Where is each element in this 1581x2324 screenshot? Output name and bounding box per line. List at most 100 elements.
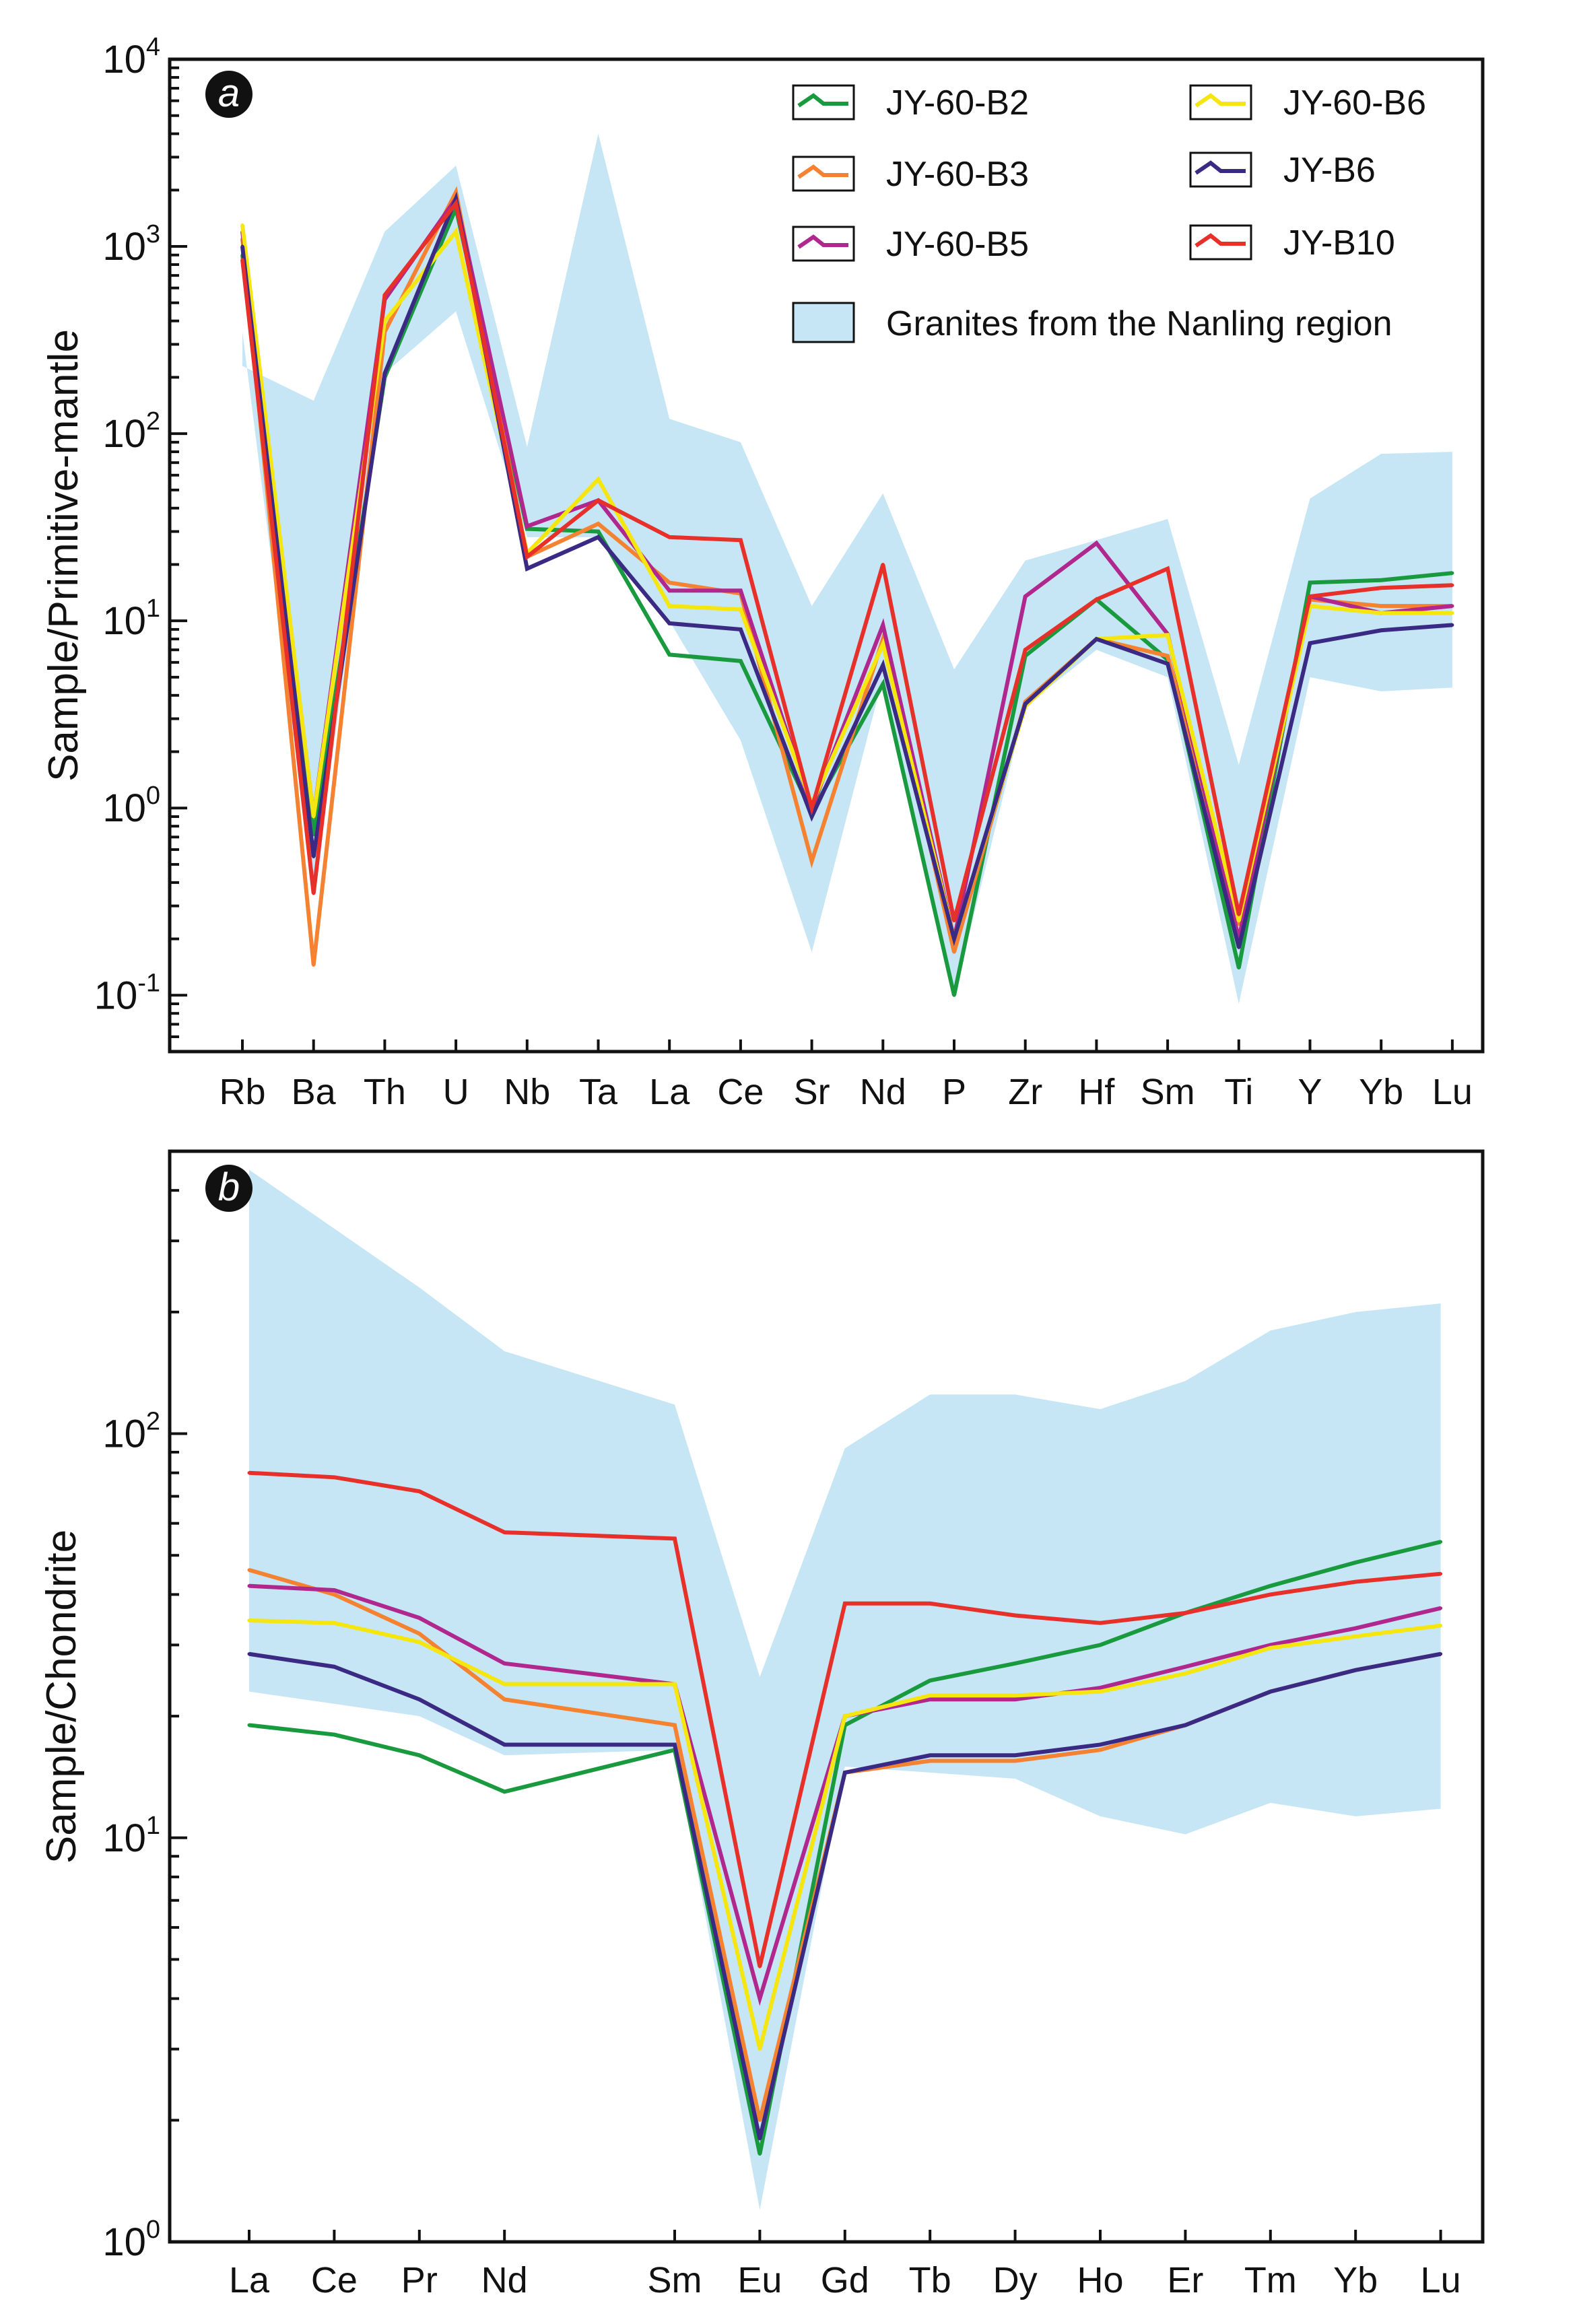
point-jy-60-b6-eu: [758, 2047, 762, 2051]
point-jy-b10-pr: [417, 1489, 422, 1493]
point-jy-60-b2-yb: [1379, 578, 1383, 582]
legend-swatch-line: [1195, 160, 1246, 175]
x-category-nd: Nd: [860, 1072, 906, 1112]
shaded-range-area: [249, 1169, 1441, 2210]
x-category-sr: Sr: [794, 1072, 830, 1112]
point-jy-60-b6-nd: [881, 642, 885, 646]
y-tick-exponent: 1: [146, 1812, 160, 1840]
point-jy-b6-yb: [1379, 628, 1383, 632]
y-tick-label: 101: [102, 594, 160, 643]
y-tick-exponent: 2: [146, 1408, 160, 1436]
x-category-u: U: [443, 1072, 469, 1112]
point-jy-60-b5-hf: [1094, 541, 1098, 545]
point-jy-b10-tb: [928, 1602, 932, 1606]
point-jy-b10-eu: [758, 1964, 762, 1969]
point-jy-b6-dy: [1013, 1753, 1017, 1757]
point-jy-60-b6-ho: [1098, 1690, 1102, 1694]
point-jy-b10-tm: [1269, 1592, 1273, 1596]
point-jy-60-b6-lu: [1450, 611, 1454, 615]
point-jy-60-b6-tm: [1269, 1646, 1273, 1650]
point-jy-60-b5-yb: [1353, 1627, 1357, 1631]
point-jy-b6-er: [1183, 1723, 1187, 1727]
point-jy-60-b5-ho: [1098, 1686, 1102, 1690]
point-jy-60-b6-la: [247, 1618, 251, 1622]
point-jy-b10-gd: [843, 1602, 847, 1606]
point-jy-60-b6-u: [454, 230, 458, 234]
x-category-yb: Yb: [1359, 1072, 1403, 1112]
x-category-hf: Hf: [1078, 1072, 1115, 1112]
point-jy-b10-sm: [1166, 567, 1170, 571]
legend-item-jy-60-b3: JY-60-B3: [792, 155, 1029, 194]
point-jy-b6-nd: [881, 663, 885, 667]
y-tick-label: 103: [102, 220, 160, 269]
point-jy-b6-p: [952, 937, 956, 941]
legend-swatch-line: [1195, 93, 1246, 108]
series-line-jy-60-b6: [248, 1618, 1441, 2050]
x-category-ti: Ti: [1224, 1072, 1253, 1112]
point-jy-60-b3-eu: [758, 2118, 762, 2122]
legend-swatch-line: [797, 234, 848, 249]
point-jy-b10-ce: [739, 538, 743, 542]
point-jy-b10-er: [1183, 1611, 1187, 1615]
panel-letter: b: [218, 1165, 240, 1209]
point-jy-60-b2-lu: [1439, 1540, 1443, 1544]
point-jy-60-b2-la: [667, 652, 671, 656]
x-category-ce: Ce: [311, 2260, 358, 2300]
point-jy-60-b2-nd: [881, 682, 885, 686]
series-line-jy-b6: [248, 1651, 1442, 2140]
point-jy-60-b2-ta: [597, 530, 600, 534]
point-jy-60-b6-yb: [1379, 611, 1383, 615]
point-jy-b10-nd: [502, 1530, 506, 1534]
point-jy-60-b6-dy: [1013, 1693, 1017, 1697]
point-jy-60-b5-zr: [1023, 594, 1028, 599]
point-jy-60-b6-ce: [332, 1621, 336, 1625]
y-tick-exponent: 0: [146, 2216, 160, 2244]
x-category-dy: Dy: [993, 2260, 1038, 2300]
point-jy-60-b6-sm: [1166, 633, 1170, 637]
point-jy-b6-yb: [1353, 1668, 1357, 1672]
point-jy-60-b6-yb: [1353, 1635, 1357, 1639]
point-jy-60-b3-la: [667, 580, 671, 584]
y-tick-base: 10: [102, 599, 146, 643]
point-jy-60-b3-nd: [502, 1697, 506, 1701]
point-jy-60-b6-ti: [1237, 919, 1241, 923]
x-category-gd: Gd: [821, 2260, 869, 2300]
point-jy-b10-ba: [312, 891, 316, 895]
point-jy-60-b3-p: [952, 950, 956, 954]
point-jy-b6-sr: [810, 815, 814, 819]
point-jy-60-b5-nd: [502, 1662, 506, 1666]
legend-item-jy-60-b5: JY-60-B5: [792, 225, 1029, 264]
point-jy-60-b3-dy: [1013, 1759, 1017, 1763]
panel-letter-badge: [205, 71, 253, 118]
y-tick-base: 10: [94, 973, 138, 1017]
x-category-yb: Yb: [1333, 2260, 1378, 2300]
legend-swatch-line: [797, 93, 848, 108]
point-jy-60-b3-ti: [1237, 922, 1241, 926]
series-line-jy-b10: [240, 198, 1453, 922]
point-jy-b10-th: [382, 293, 386, 297]
y-tick-label: 104: [102, 33, 160, 81]
point-jy-b6-gd: [843, 1771, 847, 1775]
point-jy-60-b2-yb: [1353, 1561, 1357, 1565]
point-jy-60-b2-ti: [1237, 966, 1241, 970]
legend-item-jy-60-b6: JY-60-B6: [1189, 83, 1426, 123]
series-line-jy-60-b2: [248, 1540, 1442, 2155]
point-jy-b6-ho: [1098, 1742, 1102, 1746]
point-jy-60-b6-ta: [597, 477, 600, 481]
point-jy-60-b2-la: [247, 1723, 251, 1727]
point-jy-60-b2-lu: [1450, 571, 1454, 575]
point-jy-b6-hf: [1094, 637, 1098, 641]
shaded-range-area: [242, 133, 1452, 1004]
point-jy-b10-ce: [332, 1475, 336, 1479]
plot-frame: [168, 1149, 1485, 2244]
y-tick-exponent: 4: [146, 33, 160, 61]
point-jy-60-b5-ce: [332, 1588, 336, 1592]
point-jy-b6-tm: [1269, 1690, 1273, 1694]
legend-label: JY-60-B3: [886, 155, 1029, 194]
point-jy-b6-nd: [502, 1742, 506, 1746]
point-jy-b10-sr: [810, 806, 814, 810]
legend-item-jy-b10: JY-B10: [1189, 224, 1395, 263]
x-category-zr: Zr: [1008, 1072, 1042, 1112]
